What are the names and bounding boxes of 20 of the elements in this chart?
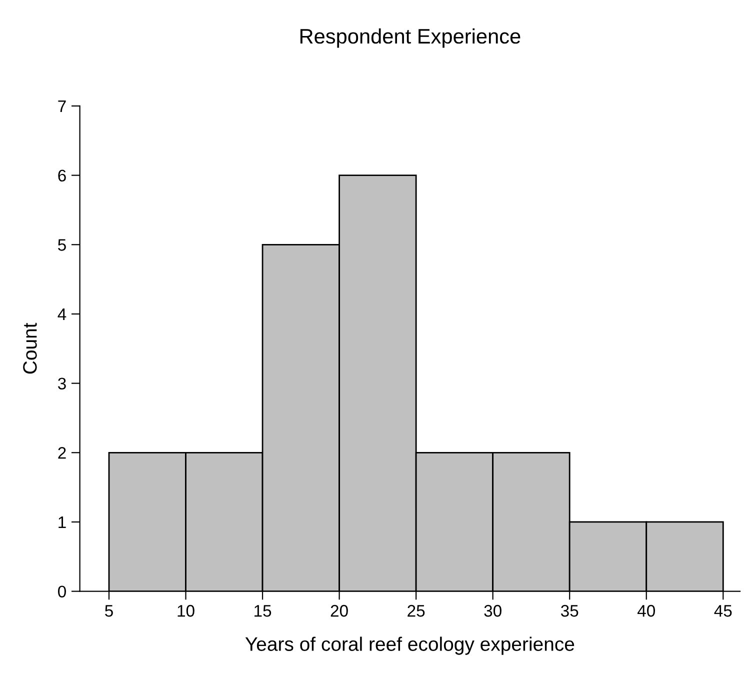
x-tick-label: 5 [105, 605, 113, 617]
y-tick-label: 1 [58, 516, 66, 528]
y-tick-label: 7 [58, 100, 66, 112]
x-tick-label: 20 [330, 604, 348, 617]
y-tick-label: 6 [58, 170, 66, 182]
x-tick-label: 30 [484, 604, 502, 617]
y-tick-label: 5 [58, 239, 66, 251]
y-tick-label: 3 [58, 378, 66, 390]
y-tick-label: 0 [58, 586, 66, 598]
y-tick-label: 2 [58, 447, 66, 459]
chart-title: Respondent Experience [300, 28, 520, 48]
x-tick-label: 35 [560, 604, 578, 617]
y-axis-title: Count [23, 322, 37, 374]
x-tick-label: 25 [408, 604, 425, 617]
x-tick-label: 10 [178, 604, 194, 617]
x-tick-label: 40 [637, 604, 655, 617]
x-axis-title: Years of coral reef ecology experience [245, 636, 574, 655]
x-tick-label: 45 [714, 605, 732, 617]
y-tick-label: 4 [58, 308, 66, 320]
x-tick-label: 15 [254, 605, 272, 617]
